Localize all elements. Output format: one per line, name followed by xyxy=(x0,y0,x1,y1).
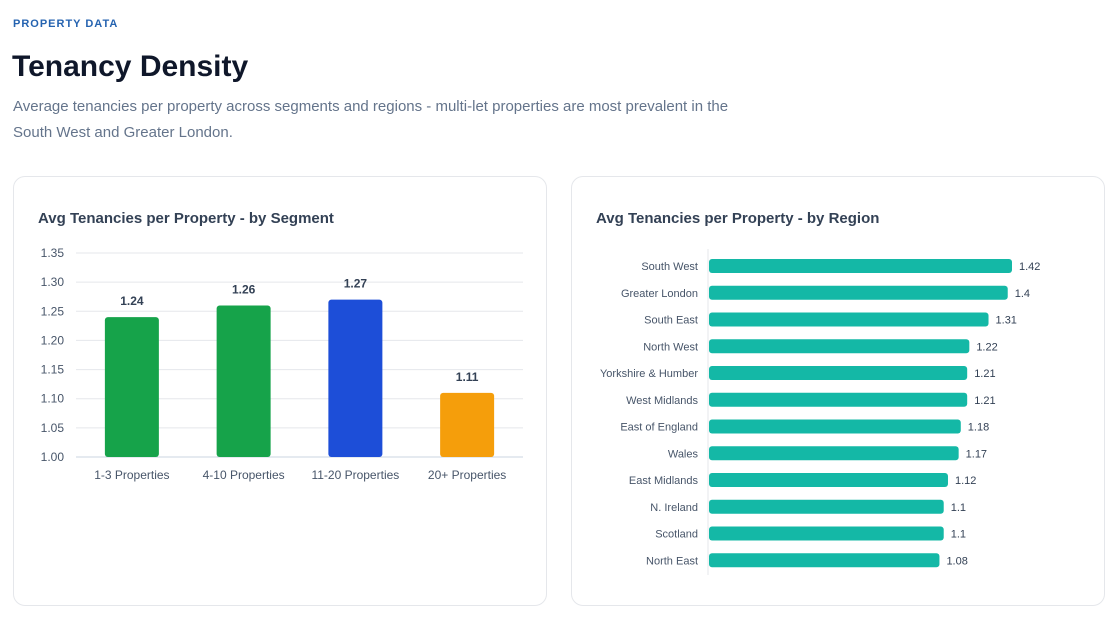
page-subtitle: Average tenancies per property across se… xyxy=(13,98,729,141)
y-tick-label: East Midlands xyxy=(629,475,699,487)
y-tick-label: N. Ireland xyxy=(650,502,698,514)
bar xyxy=(709,419,961,434)
bar xyxy=(709,392,968,407)
bar xyxy=(709,339,970,354)
bar xyxy=(709,526,944,541)
x-tick-label: 4-10 Properties xyxy=(203,468,285,482)
y-tick-label: 1.25 xyxy=(41,304,65,318)
y-tick-label: 1.05 xyxy=(41,421,65,435)
y-tick-label: Wales xyxy=(668,448,699,460)
region-chart-title: Avg Tenancies per Property - by Region xyxy=(596,210,880,227)
bar xyxy=(709,312,989,327)
y-tick-label: 1.20 xyxy=(41,333,65,347)
x-tick-label: 20+ Properties xyxy=(428,468,506,482)
bar xyxy=(709,285,1008,300)
bar xyxy=(709,473,948,487)
bar-value-label: 1.1 xyxy=(951,502,966,514)
segment-bar-chart: 1.00 1.05 1.10 1.15 1.20 1.25 1.30 1.35 1.24 1-3 … xyxy=(41,246,523,482)
bar xyxy=(709,366,968,380)
bar-value-label: 1.21 xyxy=(974,395,995,407)
y-tick-label: West Midlands xyxy=(626,395,698,407)
segment-chart-title: Avg Tenancies per Property - by Segment xyxy=(38,210,334,227)
y-tick-label: 1.10 xyxy=(41,392,65,406)
eyebrow-label: PROPERTY DATA xyxy=(13,18,119,30)
y-tick-label: Yorkshire & Humber xyxy=(600,368,698,380)
x-tick-label: 1-3 Properties xyxy=(94,468,169,482)
y-tick-label: Scotland xyxy=(655,529,698,541)
x-tick-label: 11-20 Properties xyxy=(311,468,399,482)
bar-value-label: 1.12 xyxy=(955,475,976,487)
bar xyxy=(440,392,495,457)
bar-value-label: 1.21 xyxy=(974,368,995,380)
bar xyxy=(104,317,159,457)
bar xyxy=(328,299,383,457)
region-chart-card: Avg Tenancies per Property - by Region S… xyxy=(571,176,1105,606)
y-tick-label: 1.35 xyxy=(41,246,65,260)
y-tick-label: Greater London xyxy=(621,288,698,300)
bar xyxy=(709,446,959,461)
y-tick-label: 1.30 xyxy=(41,275,65,289)
bar-value-label: 1.1 xyxy=(951,529,966,541)
segment-chart-card: Avg Tenancies per Property - by Segment … xyxy=(13,176,547,606)
bar-value-label: 1.22 xyxy=(976,341,997,353)
page-title: Tenancy Density xyxy=(12,50,249,83)
bar-value-label: 1.18 xyxy=(968,422,989,434)
bar-value-label: 1.08 xyxy=(946,555,967,567)
y-tick-label: South East xyxy=(644,315,698,327)
region-bar-chart: South West 1.42 Greater London 1.4 South Eas… xyxy=(600,249,1040,575)
bar-value-label: 1.17 xyxy=(966,448,987,460)
bar-value-label: 1.31 xyxy=(996,315,1017,327)
bar-value-label: 1.42 xyxy=(1019,261,1040,273)
y-tick-label: North West xyxy=(643,341,698,353)
bar xyxy=(709,553,940,568)
bar xyxy=(709,259,1012,273)
y-tick-label: 1.15 xyxy=(41,363,65,377)
y-tick-label: 1.00 xyxy=(41,450,65,464)
bar xyxy=(216,305,271,457)
y-tick-label: East of England xyxy=(620,422,698,434)
bar-value-label: 1.27 xyxy=(344,277,368,291)
bar-value-label: 1.24 xyxy=(120,294,144,308)
y-tick-label: South West xyxy=(641,261,698,273)
bar-value-label: 1.11 xyxy=(456,370,479,384)
bar xyxy=(709,499,944,514)
bar-value-label: 1.26 xyxy=(232,282,256,296)
bar-value-label: 1.4 xyxy=(1015,288,1030,300)
y-tick-label: North East xyxy=(646,555,698,567)
